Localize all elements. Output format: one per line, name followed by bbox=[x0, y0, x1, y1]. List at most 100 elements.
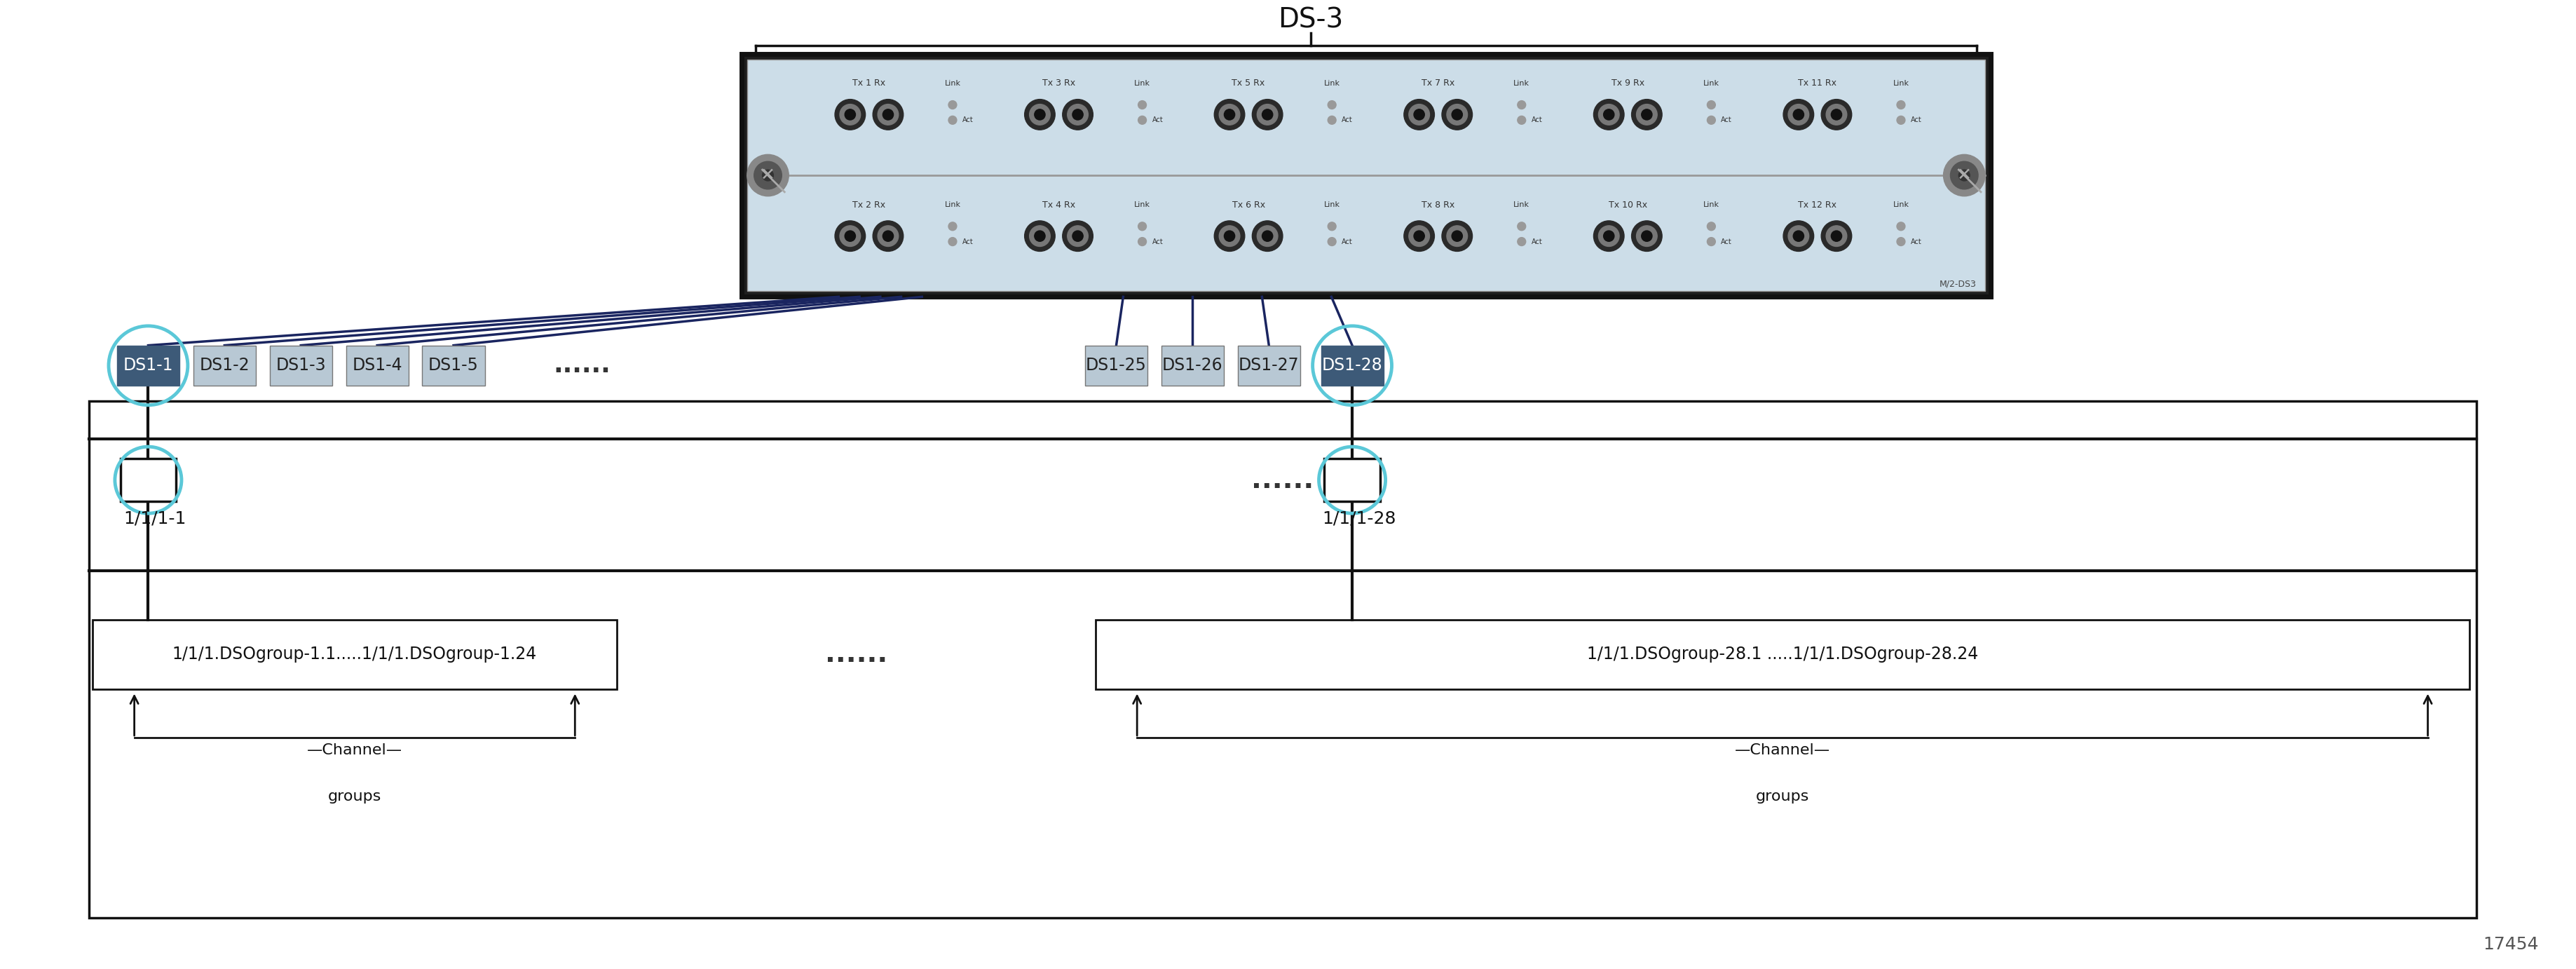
Text: Tx 5 Rx: Tx 5 Rx bbox=[1231, 78, 1265, 88]
Text: Link: Link bbox=[945, 79, 961, 87]
Circle shape bbox=[1139, 116, 1146, 124]
Text: ......: ...... bbox=[554, 354, 611, 378]
Circle shape bbox=[1517, 237, 1525, 246]
Bar bbox=[1095, 619, 2470, 689]
Circle shape bbox=[1448, 105, 1468, 125]
Text: ✕: ✕ bbox=[1958, 167, 1971, 184]
Text: DS1-4: DS1-4 bbox=[353, 358, 402, 374]
Circle shape bbox=[1072, 109, 1082, 120]
Circle shape bbox=[1139, 237, 1146, 246]
Text: Link: Link bbox=[1133, 79, 1151, 87]
Text: groups: groups bbox=[1757, 790, 1808, 803]
Circle shape bbox=[1958, 170, 1971, 181]
Circle shape bbox=[948, 222, 956, 231]
Circle shape bbox=[1025, 221, 1056, 251]
Text: —Channel—: —Channel— bbox=[307, 743, 402, 757]
Text: Link: Link bbox=[945, 202, 961, 208]
Text: Act: Act bbox=[1721, 116, 1731, 124]
Circle shape bbox=[1443, 99, 1473, 130]
Text: Act: Act bbox=[1151, 238, 1162, 245]
Bar bbox=[1324, 458, 1381, 502]
Text: Tx 7 Rx: Tx 7 Rx bbox=[1422, 78, 1455, 88]
Text: 1/1/1-1: 1/1/1-1 bbox=[124, 510, 185, 527]
Circle shape bbox=[1631, 99, 1662, 130]
Circle shape bbox=[1631, 221, 1662, 251]
Text: Act: Act bbox=[1342, 116, 1352, 124]
Text: Link: Link bbox=[1515, 202, 1530, 208]
Circle shape bbox=[1641, 231, 1651, 241]
Text: Tx 1 Rx: Tx 1 Rx bbox=[853, 78, 886, 88]
Text: Tx 9 Rx: Tx 9 Rx bbox=[1613, 78, 1643, 88]
Circle shape bbox=[1517, 101, 1525, 109]
Bar bbox=[193, 345, 255, 386]
Bar bbox=[116, 345, 180, 386]
Circle shape bbox=[1896, 101, 1906, 109]
Circle shape bbox=[1636, 105, 1656, 125]
Circle shape bbox=[1793, 109, 1803, 120]
Text: Tx 2 Rx: Tx 2 Rx bbox=[853, 201, 886, 209]
Text: DS1-5: DS1-5 bbox=[428, 358, 479, 374]
Circle shape bbox=[1061, 221, 1092, 251]
Circle shape bbox=[1213, 99, 1244, 130]
Circle shape bbox=[1139, 222, 1146, 231]
Text: groups: groups bbox=[327, 790, 381, 803]
Circle shape bbox=[1708, 116, 1716, 124]
Text: Act: Act bbox=[1911, 116, 1922, 124]
Circle shape bbox=[1414, 231, 1425, 241]
Circle shape bbox=[1404, 99, 1435, 130]
Text: M/2-DS3: M/2-DS3 bbox=[1940, 279, 1976, 289]
Text: Link: Link bbox=[1324, 202, 1340, 208]
Circle shape bbox=[1414, 109, 1425, 120]
Text: Act: Act bbox=[1342, 238, 1352, 245]
Circle shape bbox=[1409, 105, 1430, 125]
Circle shape bbox=[1641, 109, 1651, 120]
Circle shape bbox=[1600, 226, 1620, 246]
Text: Link: Link bbox=[1703, 79, 1718, 87]
Bar bbox=[121, 458, 175, 502]
Text: Link: Link bbox=[1703, 202, 1718, 208]
Circle shape bbox=[1409, 226, 1430, 246]
Circle shape bbox=[1826, 226, 1847, 246]
Text: DS1-2: DS1-2 bbox=[198, 358, 250, 374]
Circle shape bbox=[1218, 226, 1239, 246]
Circle shape bbox=[1327, 237, 1337, 246]
Circle shape bbox=[1443, 221, 1473, 251]
Circle shape bbox=[1832, 109, 1842, 120]
Circle shape bbox=[1788, 105, 1808, 125]
Circle shape bbox=[1600, 105, 1620, 125]
Text: DS1-25: DS1-25 bbox=[1087, 358, 1146, 374]
Circle shape bbox=[1783, 221, 1814, 251]
Text: Act: Act bbox=[1151, 116, 1162, 124]
Bar bbox=[90, 401, 2476, 918]
Circle shape bbox=[1066, 105, 1087, 125]
Text: ✕: ✕ bbox=[760, 167, 775, 184]
Circle shape bbox=[1030, 105, 1051, 125]
Text: Act: Act bbox=[963, 238, 974, 245]
Circle shape bbox=[948, 116, 956, 124]
Circle shape bbox=[762, 170, 773, 181]
Circle shape bbox=[1453, 231, 1463, 241]
Circle shape bbox=[1896, 222, 1906, 231]
Circle shape bbox=[884, 109, 894, 120]
Circle shape bbox=[845, 109, 855, 120]
Text: DS1-28: DS1-28 bbox=[1321, 358, 1383, 374]
Circle shape bbox=[1072, 231, 1082, 241]
Text: ......: ...... bbox=[1252, 467, 1314, 493]
Text: Tx 4 Rx: Tx 4 Rx bbox=[1043, 201, 1074, 209]
Circle shape bbox=[1636, 226, 1656, 246]
Circle shape bbox=[1036, 231, 1046, 241]
Text: DS1-27: DS1-27 bbox=[1239, 358, 1298, 374]
Text: —Channel—: —Channel— bbox=[1734, 743, 1829, 757]
Circle shape bbox=[884, 231, 894, 241]
Bar bbox=[1162, 345, 1224, 386]
Text: Tx 3 Rx: Tx 3 Rx bbox=[1043, 78, 1074, 88]
Text: Act: Act bbox=[963, 116, 974, 124]
Circle shape bbox=[1821, 221, 1852, 251]
Circle shape bbox=[1025, 99, 1056, 130]
Circle shape bbox=[1327, 222, 1337, 231]
Circle shape bbox=[1036, 109, 1046, 120]
Circle shape bbox=[1262, 109, 1273, 120]
Circle shape bbox=[835, 221, 866, 251]
Text: Act: Act bbox=[1911, 238, 1922, 245]
Circle shape bbox=[1213, 221, 1244, 251]
